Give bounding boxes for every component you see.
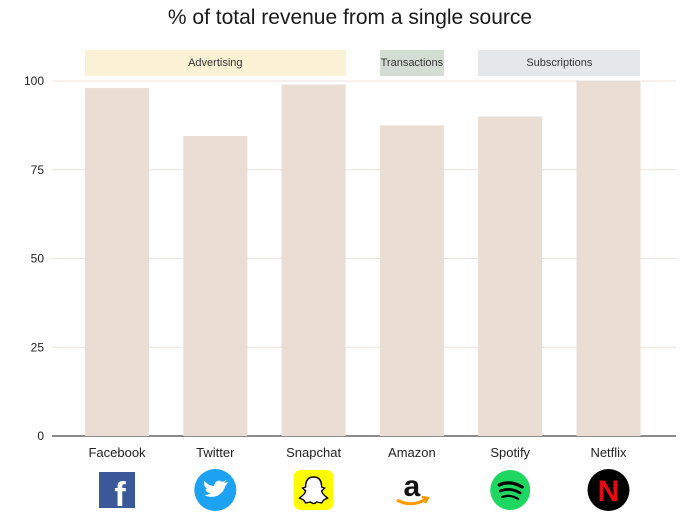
group-band-subscriptions: Subscriptions	[478, 50, 641, 76]
chart-title: % of total revenue from a single source	[167, 6, 533, 29]
bar-facebook	[85, 88, 149, 436]
bar-amazon	[379, 125, 444, 436]
x-tick-label: Netflix	[590, 445, 627, 460]
y-tick-label: 50	[31, 252, 45, 266]
netflix-logo-icon: N	[587, 469, 630, 511]
amazon-logo-icon: a	[396, 470, 430, 506]
y-tick-label: 0	[37, 429, 44, 443]
y-tick-label: 25	[31, 340, 45, 354]
bar-netflix	[576, 81, 641, 436]
y-tick-labels: 0 25 50 75 100	[24, 74, 44, 443]
x-tick-label: Twitter	[196, 445, 235, 460]
x-tick-label: Snapchat	[286, 445, 341, 460]
spotify-logo-icon	[490, 470, 531, 510]
svg-text:f: f	[114, 476, 126, 514]
x-tick-label: Spotify	[490, 445, 530, 460]
y-tick-label: 75	[31, 163, 45, 177]
snapchat-logo-icon	[293, 470, 334, 510]
bar-spotify	[478, 116, 543, 436]
facebook-logo-icon: f	[99, 472, 135, 514]
bar-snapchat	[281, 84, 346, 437]
group-band-advertising: Advertising	[85, 50, 346, 76]
x-tick-label: Facebook	[88, 445, 146, 460]
gridlines	[52, 80, 676, 437]
svg-text:N: N	[598, 475, 620, 508]
bars	[85, 81, 641, 437]
group-band-transactions: Transactions	[379, 50, 444, 76]
twitter-logo-icon	[194, 469, 237, 511]
svg-text:a: a	[404, 470, 421, 503]
y-tick-label: 100	[24, 74, 44, 88]
x-tick-label: Amazon	[388, 445, 436, 460]
x-tick-labels: Facebook Twitter Snapchat Amazon Spotify Netf…	[88, 445, 627, 460]
bar-twitter	[183, 136, 248, 436]
